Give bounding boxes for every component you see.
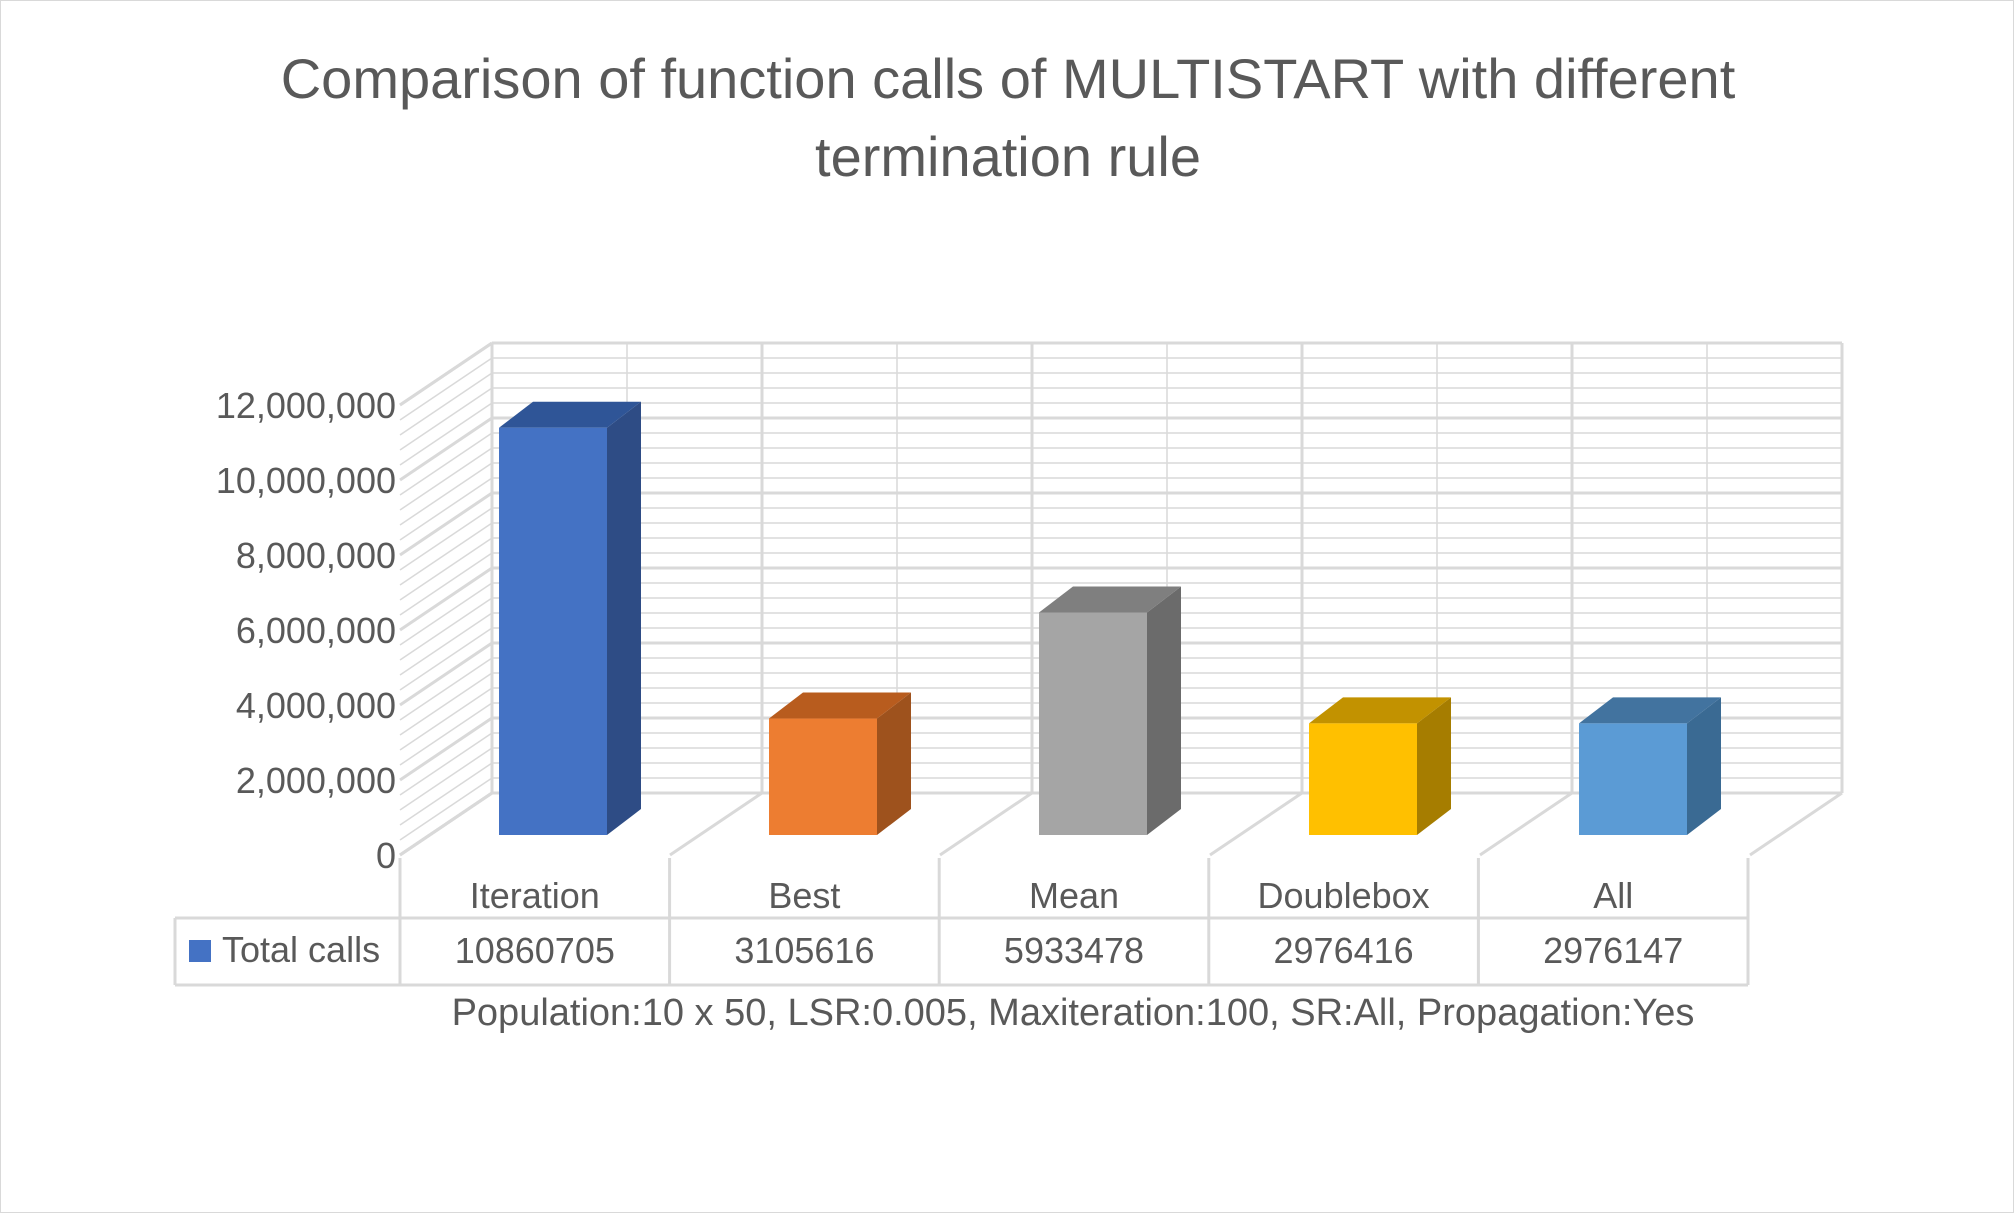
- side-wall-gridline: [399, 687, 493, 751]
- bar-side-face: [877, 692, 911, 835]
- side-wall-gridline: [399, 612, 493, 676]
- side-wall-gridline: [399, 507, 493, 571]
- data-label: 5933478: [1004, 930, 1144, 971]
- side-wall-gridline: [399, 372, 493, 436]
- bar-side-face: [607, 401, 641, 835]
- side-wall-gridline: [399, 552, 493, 616]
- chart-title-line2: termination rule: [815, 125, 1201, 188]
- side-wall-gridline: [399, 672, 493, 736]
- x-axis-title: Population:10 x 50, LSR:0.005, Maxiterat…: [451, 992, 1695, 1034]
- floor-category-divider: [399, 791, 493, 857]
- bar-iteration: [499, 401, 641, 835]
- y-tick-label: 0: [376, 835, 396, 876]
- data-label: 2976147: [1543, 930, 1683, 971]
- side-wall-gridline: [399, 777, 493, 841]
- side-wall-gridline: [399, 537, 493, 601]
- side-wall-gridline: [399, 387, 493, 451]
- x-tick-label: Doublebox: [1258, 875, 1430, 916]
- side-wall-gridline: [399, 522, 493, 586]
- floor-category-divider: [1209, 791, 1303, 857]
- bar-front-face: [769, 718, 877, 835]
- side-wall-gridline: [399, 491, 493, 557]
- side-wall-gridline: [399, 357, 493, 421]
- bar-top-face: [499, 401, 641, 428]
- legend-label: Total calls: [222, 929, 380, 970]
- y-tick-label: 10,000,000: [216, 460, 396, 501]
- wall-top-edge: [399, 341, 493, 407]
- side-wall-gridline: [399, 657, 493, 721]
- side-wall-gridline: [399, 747, 493, 811]
- legend-swatch: [189, 940, 211, 962]
- data-label: 10860705: [455, 930, 615, 971]
- side-wall-gridline: [399, 627, 493, 691]
- side-wall-gridline: [399, 477, 493, 541]
- side-wall-gridline: [399, 732, 493, 796]
- y-axis: 0 2,000,000 4,000,000 6,000,000 8,000,000 10,…: [216, 385, 396, 876]
- side-wall-gridline: [399, 432, 493, 496]
- bar-best: [769, 692, 911, 835]
- side-wall-gridline: [399, 716, 493, 782]
- side-wall-gridline: [399, 462, 493, 526]
- y-tick-label: 6,000,000: [236, 610, 396, 651]
- side-wall-gridline: [399, 402, 493, 466]
- x-tick-label: Best: [768, 875, 840, 916]
- bar-side-face: [1147, 586, 1181, 835]
- data-table: Iteration 10860705 Best 3105616 Mean 5933478 D…: [173, 858, 1750, 987]
- side-wall-gridline: [399, 582, 493, 646]
- floor-category-divider: [1479, 791, 1573, 857]
- side-wall-gridline: [399, 566, 493, 632]
- bar-top-face: [1039, 586, 1181, 613]
- chart-title-line1: Comparison of function calls of MULTISTA…: [280, 47, 1736, 110]
- bar-side-face: [1417, 697, 1451, 835]
- bar-all: [1579, 697, 1721, 835]
- x-tick-label: Iteration: [470, 875, 600, 916]
- side-wall-gridline: [399, 641, 493, 707]
- bar-side-face: [1687, 697, 1721, 835]
- data-label: 3105616: [734, 930, 874, 971]
- floor-category-divider: [669, 791, 763, 857]
- bar-top-face: [1579, 697, 1721, 724]
- side-wall-gridline: [399, 762, 493, 826]
- bar-mean: [1039, 586, 1181, 835]
- bar-top-face: [1309, 697, 1451, 724]
- side-wall-gridline: [399, 447, 493, 511]
- bar-front-face: [1579, 723, 1687, 835]
- y-tick-label: 12,000,000: [216, 385, 396, 426]
- data-label: 2976416: [1274, 930, 1414, 971]
- y-tick-label: 4,000,000: [236, 685, 396, 726]
- bar-doublebox: [1309, 697, 1451, 835]
- bar-top-face: [769, 692, 911, 719]
- side-wall-gridline: [399, 416, 493, 482]
- side-wall-gridline: [399, 597, 493, 661]
- y-tick-label: 2,000,000: [236, 760, 396, 801]
- bar-front-face: [1309, 723, 1417, 835]
- side-wall-gridline: [399, 702, 493, 766]
- bar-front-face: [1039, 612, 1147, 835]
- x-tick-label: All: [1593, 875, 1633, 916]
- y-tick-label: 8,000,000: [236, 535, 396, 576]
- bars-layer: [499, 401, 1721, 835]
- x-tick-label: Mean: [1029, 875, 1119, 916]
- bar-front-face: [499, 427, 607, 835]
- floor-category-divider: [1749, 791, 1843, 857]
- floor-category-divider: [939, 791, 1033, 857]
- chart-title: Comparison of function calls of MULTISTA…: [0, 40, 2016, 196]
